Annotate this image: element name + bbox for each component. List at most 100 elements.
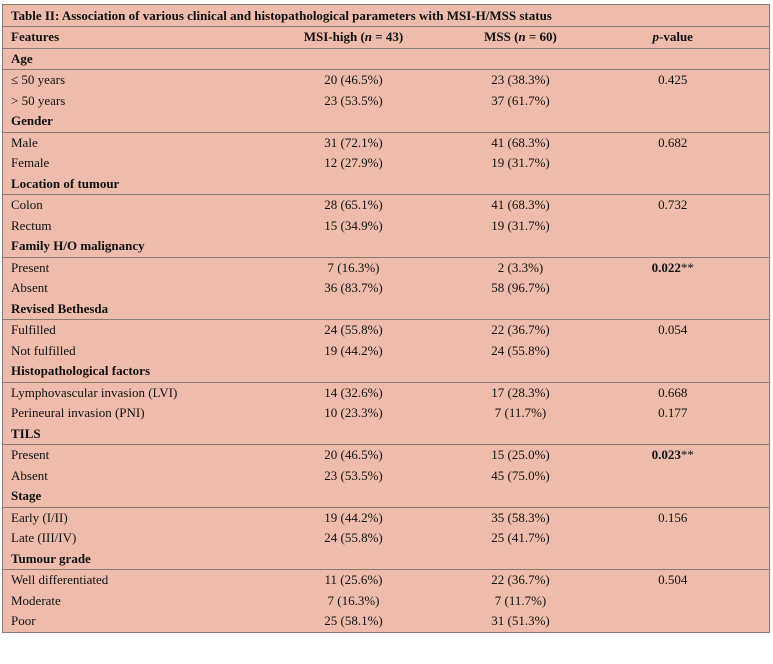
feature-cell: Male — [11, 134, 38, 150]
data-row: Early (I/II) 19 (44.2%) 35 (58.3%) 0.156 — [3, 507, 770, 528]
data-table: Table II: Association of various clinica… — [2, 4, 770, 633]
table-body: Table II: Association of various clinica… — [2, 4, 770, 633]
count-cell: 2 (3.3%) — [497, 259, 544, 275]
p-value-cell: 0.425 — [577, 70, 770, 91]
section-row: Family H/O malignancy — [2, 236, 770, 258]
feature-cell: Early (I/II) — [11, 509, 68, 525]
header-cell: p-value — [576, 26, 770, 49]
p-value-cell — [577, 341, 770, 362]
section-row: Location of tumour — [2, 173, 770, 195]
text-segment: 0.177 — [658, 405, 688, 421]
section-label: Location of tumour — [2, 173, 770, 195]
data-row: Male 31 (72.1%) 41 (68.3%) 0.682 — [3, 132, 770, 153]
header-cell: MSI-high (n = 43) — [242, 26, 465, 49]
text-segment: 0.156 — [658, 509, 688, 525]
count-cell: 11 (25.6%) — [324, 572, 383, 588]
section-label: Revised Bethesda — [2, 298, 770, 320]
p-value-cell — [577, 591, 770, 612]
count-cell: 19 (44.2%) — [324, 509, 383, 525]
p-value-cell: 0.156 — [577, 507, 770, 528]
count-cell: 22 (36.7%) — [491, 322, 550, 338]
data-row: Well differentiated 11 (25.6%) 22 (36.7%) 0… — [3, 570, 770, 591]
p-value-cell — [577, 528, 770, 549]
data-row: Moderate 7 (16.3%) 7 (11.7%) — [3, 591, 770, 612]
feature-cell: Perineural invasion (PNI) — [11, 405, 145, 421]
data-row: Absent 36 (83.7%) 58 (96.7%) — [3, 278, 770, 299]
table-title: Table II: Association of various clinica… — [2, 4, 770, 27]
data-row: > 50 years 23 (53.5%) 37 (61.7%) — [3, 91, 770, 112]
p-value-cell — [577, 153, 770, 174]
count-cell: 25 (58.1%) — [324, 613, 383, 629]
count-cell: 7 (16.3%) — [327, 592, 380, 608]
p-value-cell: 0.022** — [577, 257, 770, 278]
feature-cell: Fulfilled — [11, 322, 56, 338]
p-value-cell: 0.023** — [577, 445, 770, 466]
data-row: Poor 25 (58.1%) 31 (51.3%) — [3, 611, 770, 632]
feature-cell: Present — [11, 259, 50, 275]
count-cell: 41 (68.3%) — [491, 197, 550, 213]
text-segment: 0.504 — [658, 572, 688, 588]
text-segment: 0.054 — [658, 322, 688, 338]
count-cell: 19 (31.7%) — [491, 217, 550, 233]
data-row: Rectum 15 (34.9%) 19 (31.7%) — [3, 216, 770, 237]
p-value-cell: 0.732 — [577, 195, 770, 216]
p-value-cell — [577, 216, 770, 237]
text-segment: 0.425 — [658, 72, 688, 88]
count-cell: 36 (83.7%) — [324, 280, 383, 296]
count-cell: 19 (44.2%) — [324, 342, 383, 358]
p-value-cell — [577, 611, 770, 632]
count-cell: 7 (11.7%) — [494, 405, 547, 421]
data-row: Fulfilled 24 (55.8%) 22 (36.7%) 0.054 — [3, 320, 770, 341]
text-segment: p — [652, 29, 660, 45]
section-row: Stage — [2, 486, 770, 508]
feature-cell: > 50 years — [11, 92, 66, 108]
feature-cell: Lymphovascular invasion (LVI) — [11, 384, 178, 400]
section-label: Family H/O malignancy — [2, 236, 770, 258]
count-cell: 22 (36.7%) — [491, 572, 550, 588]
section-label: Age — [2, 48, 770, 70]
count-cell: 24 (55.8%) — [324, 322, 383, 338]
header-row: Features MSI-high (n = 43) MSS (n = 60) p-v… — [2, 26, 770, 49]
count-cell: 23 (53.5%) — [324, 467, 383, 483]
count-cell: 24 (55.8%) — [491, 342, 550, 358]
section-label: Stage — [2, 486, 770, 508]
text-segment: -value — [659, 29, 693, 45]
p-value-cell: 0.504 — [577, 570, 770, 591]
text-segment: = 60) — [525, 29, 557, 45]
feature-cell: Female — [11, 155, 50, 171]
data-row: Colon 28 (65.1%) 41 (68.3%) 0.732 — [3, 195, 770, 216]
count-cell: 12 (27.9%) — [324, 155, 383, 171]
data-row: Female 12 (27.9%) 19 (31.7%) — [3, 153, 770, 174]
section-label: Gender — [2, 111, 770, 133]
section-label: TILS — [2, 423, 770, 445]
text-segment: = 43) — [372, 29, 404, 45]
text-segment: n — [364, 29, 373, 45]
data-row: Lymphovascular invasion (LVI) 14 (32.6%) 1… — [3, 382, 770, 403]
count-cell: 19 (31.7%) — [491, 155, 550, 171]
feature-cell: ≤ 50 years — [11, 72, 66, 88]
feature-cell: Late (III/IV) — [11, 530, 77, 546]
count-cell: 10 (23.3%) — [324, 405, 383, 421]
count-cell: 31 (72.1%) — [324, 134, 383, 150]
count-cell: 17 (28.3%) — [491, 384, 550, 400]
data-row: Perineural invasion (PNI) 10 (23.3%) 7 (11… — [3, 403, 770, 424]
count-cell: 58 (96.7%) — [491, 280, 550, 296]
text-segment: 0.022 — [651, 259, 681, 275]
text-segment: MSI-high ( — [303, 29, 365, 45]
data-row: Present 20 (46.5%) 15 (25.0%) 0.023** — [3, 445, 770, 466]
count-cell: 20 (46.5%) — [324, 447, 383, 463]
count-cell: 7 (16.3%) — [327, 259, 380, 275]
count-cell: 23 (38.3%) — [491, 72, 550, 88]
feature-cell: Absent — [11, 280, 48, 296]
section-row: Gender — [2, 111, 770, 133]
p-value-cell: 0.054 — [577, 320, 770, 341]
section-label: Tumour grade — [2, 548, 770, 570]
text-segment: 0.682 — [658, 134, 688, 150]
count-cell: 37 (61.7%) — [491, 92, 550, 108]
text-segment: ** — [680, 447, 694, 463]
section-row: TILS — [2, 423, 770, 445]
data-row: Absent 23 (53.5%) 45 (75.0%) — [3, 466, 770, 487]
text-segment: 0.732 — [658, 197, 688, 213]
count-cell: 14 (32.6%) — [324, 384, 383, 400]
